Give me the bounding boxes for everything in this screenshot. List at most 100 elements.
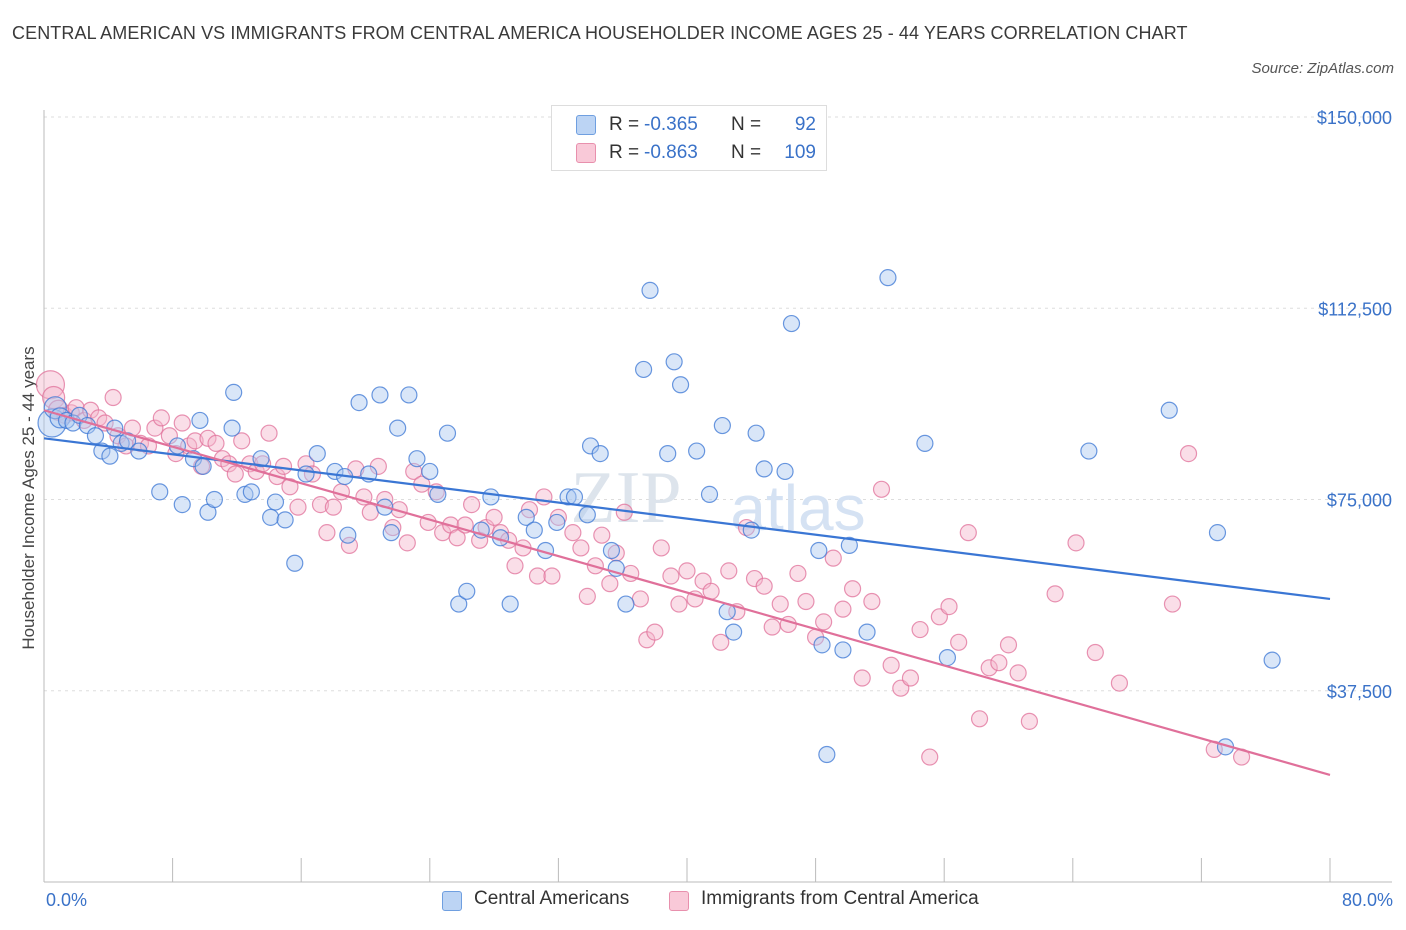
immigrants-point [834, 600, 852, 618]
immigrants-point [152, 409, 170, 427]
immigrants-point [146, 419, 164, 437]
immigrants-point [361, 503, 379, 521]
immigrants-point [35, 370, 66, 400]
central-americans-point [591, 445, 609, 463]
immigrants-point [1009, 664, 1027, 682]
bottom-legend-swatch-pink [669, 891, 689, 911]
bottom-legend-label: Central Americans [474, 888, 630, 909]
immigrants-point [311, 496, 330, 514]
trend-lines [43, 409, 1331, 776]
series-immigrants-points [35, 370, 1251, 766]
central-americans-point [223, 419, 241, 437]
immigrants-point [940, 597, 958, 616]
immigrants-point [528, 567, 547, 585]
immigrants-point [1110, 674, 1129, 692]
central-americans-point [389, 419, 407, 437]
immigrants-point [901, 669, 920, 687]
central-americans-point [1160, 401, 1178, 419]
legend-r-value: -0.863 [644, 142, 698, 163]
immigrants-point [959, 524, 977, 542]
central-americans-point [43, 396, 67, 420]
immigrants-point [233, 432, 251, 450]
immigrants-point [281, 478, 299, 496]
central-americans-point [205, 490, 223, 509]
central-americans-point [458, 582, 476, 600]
central-americans-point [688, 442, 706, 460]
immigrants-point [485, 508, 503, 526]
immigrants-point [207, 434, 225, 452]
central-americans-point [1208, 524, 1227, 542]
central-americans-point [173, 496, 191, 514]
central-americans-point [225, 383, 243, 401]
immigrants-point [1046, 585, 1064, 603]
central-americans-point [297, 465, 315, 483]
central-americans-point [559, 488, 577, 506]
legend-swatch-pink [576, 143, 596, 163]
immigrants-point [593, 526, 611, 544]
immigrants-point [797, 592, 815, 611]
immigrants-point [755, 577, 773, 595]
central-americans-point [339, 526, 357, 544]
immigrants-point [572, 539, 590, 557]
central-americans-point [450, 595, 468, 613]
immigrants-point [318, 524, 336, 542]
central-americans-point [548, 513, 566, 532]
immigrants-point [303, 465, 322, 483]
central-americans-point [840, 536, 858, 555]
central-americans-point [916, 434, 934, 452]
immigrants-point [289, 498, 307, 516]
central-americans-point [252, 450, 270, 468]
central-americans-point [1263, 651, 1281, 669]
central-americans-point [713, 416, 731, 435]
gridlines [44, 116, 1392, 692]
central-americans-point [725, 623, 743, 641]
bottom-legend-label: Immigrants from Central America [701, 888, 979, 909]
immigrants-point [678, 562, 696, 580]
central-americans-point [938, 648, 957, 667]
central-americans-point [86, 427, 105, 445]
central-americans-point [194, 457, 212, 475]
immigrants-point [872, 480, 891, 498]
central-americans-point [262, 508, 280, 526]
x-axis-min-label: 0.0% [46, 890, 88, 910]
immigrants-point [448, 529, 466, 547]
legend-r-value: -0.365 [644, 114, 698, 135]
central-americans-point [879, 269, 897, 287]
central-americans-point [810, 541, 828, 560]
immigrants-point [104, 388, 122, 407]
central-americans-point [517, 508, 535, 526]
central-americans-point [665, 353, 683, 371]
immigrants-point [662, 567, 680, 585]
immigrants-point [173, 414, 191, 432]
central-americans-point [286, 554, 304, 572]
immigrants-point [601, 575, 619, 593]
chart-title: CENTRAL AMERICAN VS IMMIGRANTS FROM CENT… [12, 23, 1188, 43]
immigrants-point [274, 457, 293, 475]
immigrants-point [670, 595, 688, 613]
central-americans-point [276, 511, 294, 529]
immigrants-point [1163, 595, 1182, 613]
immigrants-point [921, 748, 939, 766]
y-tick-label-2: $112,500 [1318, 299, 1392, 319]
immigrants-point [1086, 643, 1104, 662]
immigrants-point [863, 592, 881, 611]
central-americans-point [421, 462, 439, 481]
legend-n-value: 92 [794, 114, 816, 135]
immigrants-trend-line [43, 409, 1331, 776]
central-americans-point [617, 595, 635, 613]
legend-swatch-blue [576, 115, 596, 135]
central-americans-point [776, 462, 794, 481]
central-americans-point [700, 485, 719, 503]
immigrants-point [260, 424, 278, 442]
immigrants-point [506, 557, 524, 575]
legend-r-label: R = [609, 114, 640, 135]
central-americans-point [101, 447, 119, 465]
central-americans-point [742, 521, 760, 539]
central-americans-point [834, 641, 852, 659]
immigrants-point [789, 564, 807, 583]
central-americans-point [482, 488, 500, 506]
immigrants-point [646, 623, 664, 641]
immigrants-point [720, 562, 738, 580]
immigrants-point [543, 567, 561, 585]
